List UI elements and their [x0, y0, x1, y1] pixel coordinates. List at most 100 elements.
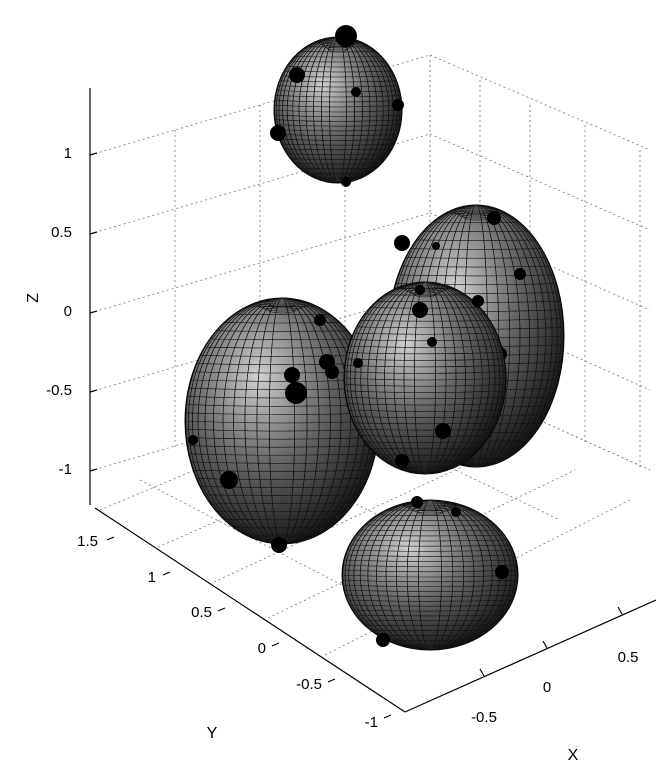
mesh-parallel — [196, 478, 368, 480]
mesh-meridian — [403, 282, 447, 474]
mesh-meridian — [367, 500, 493, 650]
mesh-parallel — [353, 332, 497, 335]
surface-blob — [395, 454, 409, 468]
mesh-meridian — [305, 37, 371, 183]
grid-line — [139, 479, 391, 611]
mesh-parallel — [290, 158, 386, 160]
mesh-parallel — [274, 100, 402, 103]
mesh-parallel — [279, 138, 397, 141]
z-axis-label: Z — [25, 293, 42, 303]
mesh-parallel — [216, 510, 348, 513]
mesh-parallel — [353, 422, 497, 425]
mesh-meridian — [393, 282, 457, 474]
mesh-parallel — [345, 594, 515, 597]
mesh-meridian — [244, 298, 320, 544]
mesh-parallel — [209, 338, 355, 340]
mesh-parallel — [369, 448, 481, 450]
surface-blob — [351, 87, 361, 97]
y-tick — [383, 714, 392, 719]
mesh-meridian — [282, 37, 394, 183]
mesh-parallel — [348, 409, 502, 412]
mesh-parallel — [345, 358, 505, 361]
x-tick-label: 0 — [543, 679, 551, 696]
surface-blob — [314, 314, 326, 326]
mesh-meridian — [354, 282, 496, 474]
mesh-cap — [413, 290, 437, 298]
mesh-parallel — [216, 330, 348, 332]
mesh-parallel — [356, 428, 494, 431]
mesh-parallel — [286, 65, 390, 68]
mesh-parallel — [345, 396, 505, 400]
mesh-parallel — [346, 403, 504, 406]
z-tick — [89, 389, 98, 393]
x-tick-label: -0.5 — [471, 709, 497, 726]
mesh-meridian — [385, 500, 475, 650]
mesh-parallel — [290, 61, 386, 63]
mesh-parallel — [416, 239, 536, 241]
mesh-meridian — [321, 37, 355, 183]
mesh-parallel — [360, 320, 490, 322]
mesh-parallel — [352, 609, 508, 612]
mesh-parallel — [344, 377, 506, 381]
surface-blob — [284, 367, 300, 383]
mesh-meridian — [414, 282, 436, 474]
y-tick-label: -0.5 — [296, 676, 322, 693]
mesh-parallel — [398, 274, 554, 277]
mesh-meridian — [286, 37, 390, 183]
ellipsoid-surface — [341, 499, 519, 651]
ellipsoid — [341, 496, 519, 651]
mesh-parallel — [349, 604, 511, 607]
mesh-parallel — [355, 534, 505, 537]
ellipsoid — [184, 297, 380, 553]
mesh-parallel — [343, 589, 517, 592]
mesh-meridian — [298, 37, 378, 183]
mesh-parallel — [360, 435, 490, 437]
mesh-parallel — [364, 624, 496, 626]
mesh-parallel — [355, 614, 505, 617]
mesh-meridian — [268, 298, 295, 544]
mesh-parallel — [410, 248, 542, 250]
mesh-parallel — [342, 564, 518, 568]
mesh-cap — [412, 506, 448, 514]
mesh-meridian — [213, 298, 351, 544]
mesh-meridian — [418, 500, 442, 650]
surface-blob — [412, 302, 428, 318]
mesh-parallel — [193, 469, 371, 472]
mesh-cap — [408, 504, 452, 512]
mesh-parallel — [188, 453, 376, 456]
mesh-parallel — [401, 265, 551, 268]
mesh-parallel — [364, 524, 496, 526]
y-tick — [327, 678, 336, 683]
mesh-parallel — [352, 539, 508, 542]
mesh-meridian — [233, 298, 331, 544]
ellipsoid-surface — [184, 297, 380, 545]
mesh-parallel — [346, 549, 514, 552]
mesh-parallel — [344, 371, 506, 374]
z-tick-label: 1 — [64, 145, 72, 162]
mesh-parallel — [274, 104, 402, 108]
surface-blob — [271, 537, 287, 553]
z-tick — [89, 310, 98, 314]
mesh-parallel — [405, 257, 547, 259]
mesh-parallel — [199, 355, 365, 357]
mesh-cap — [257, 302, 307, 310]
mesh-parallel — [370, 629, 490, 631]
y-tick-label: -1 — [365, 714, 378, 731]
mesh-cap — [325, 43, 351, 51]
ellipsoid-mesh — [185, 298, 379, 544]
mesh-parallel — [276, 129, 400, 132]
mesh-parallel — [345, 554, 515, 557]
mesh-parallel — [370, 519, 490, 521]
mesh-parallel — [349, 544, 511, 547]
mesh-parallel — [359, 619, 501, 622]
mesh-parallel — [185, 437, 379, 440]
mesh-parallel — [344, 384, 506, 387]
y-tick — [106, 536, 115, 541]
y-tick — [162, 571, 171, 576]
mesh-parallel — [274, 109, 402, 113]
x-tick — [617, 606, 623, 615]
surface-blob — [285, 382, 307, 404]
mesh-parallel — [275, 124, 401, 127]
surface-blob — [495, 565, 509, 579]
